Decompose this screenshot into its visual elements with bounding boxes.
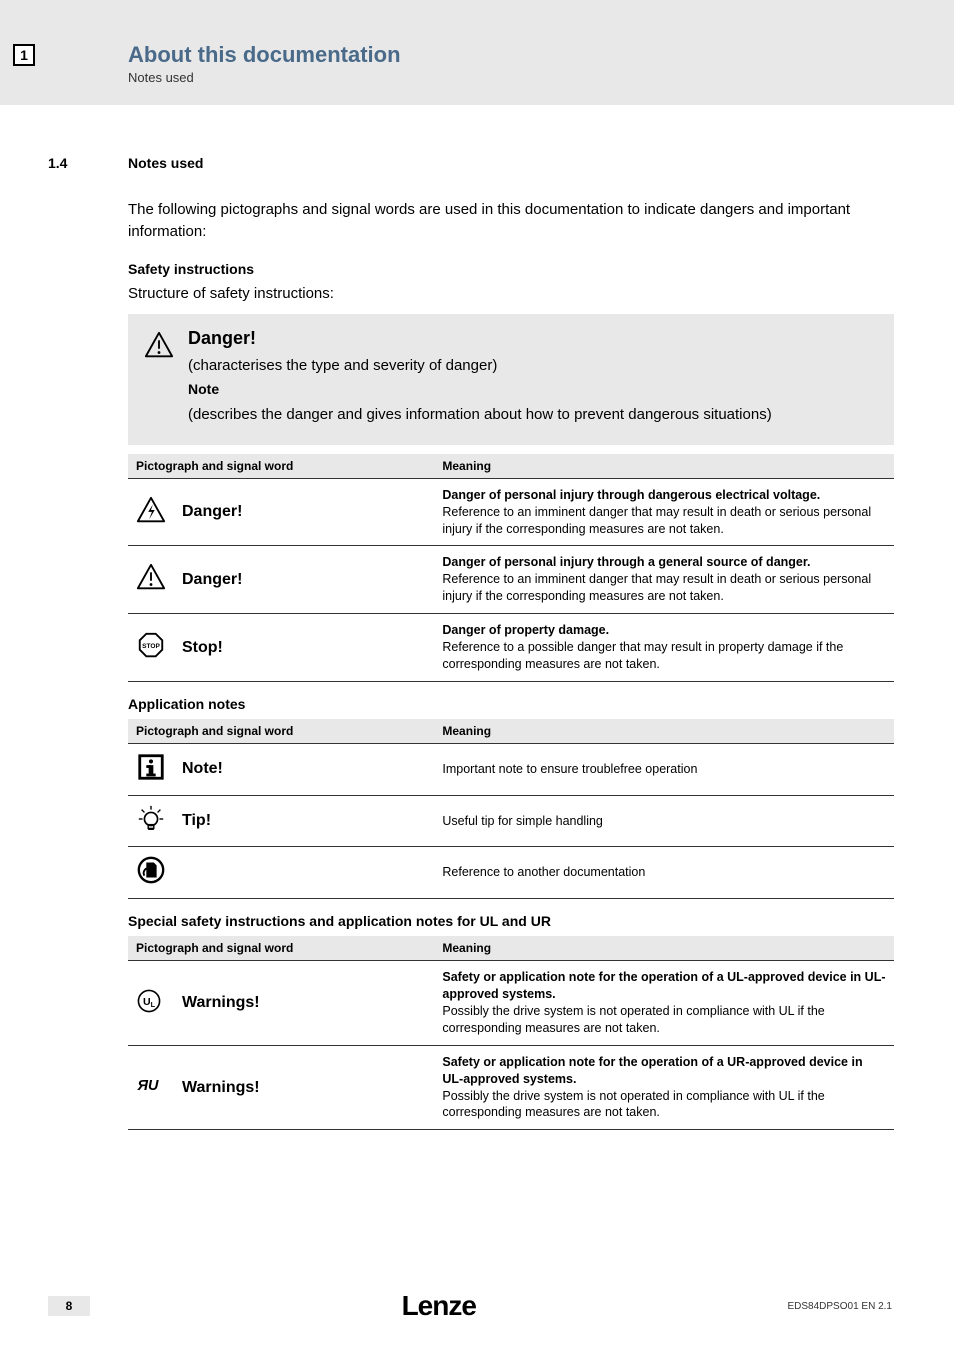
stop-icon: STOP	[136, 630, 174, 665]
meaning-text: Possibly the drive system is not operate…	[442, 1089, 824, 1120]
chapter-title: About this documentation	[128, 42, 894, 68]
meaning-text: Possibly the drive system is not operate…	[442, 1004, 824, 1035]
triangle-exclaim-icon	[144, 328, 188, 429]
header-content: About this documentation Notes used	[48, 0, 954, 105]
safety-sub: Structure of safety instructions:	[128, 283, 894, 305]
footer-doc-ref: EDS84DPSO01 EN 2.1	[787, 1301, 892, 1312]
signal-word: Danger!	[174, 501, 242, 523]
table-header: Pictograph and signal word	[128, 936, 434, 961]
danger-box-note-label: Note	[188, 380, 878, 400]
meaning-bold: Danger of personal injury through danger…	[442, 488, 820, 502]
ul-heading: Special safety instructions and applicat…	[128, 913, 894, 929]
signal-word: Warnings!	[174, 1077, 260, 1099]
table-header: Meaning	[434, 718, 894, 743]
footer-logo: Lenze	[402, 1290, 476, 1322]
meaning-text: Reference to another documentation	[434, 847, 894, 899]
table-header: Meaning	[434, 453, 894, 478]
meaning-bold: Safety or application note for the opera…	[442, 1055, 862, 1086]
table-row: UL Warnings! Safety or application note …	[128, 961, 894, 1046]
danger-structure-box: Danger! (characterises the type and seve…	[128, 314, 894, 445]
danger-box-line2: (describes the danger and gives informat…	[188, 404, 878, 425]
safety-heading: Safety instructions	[128, 261, 894, 277]
meaning-text: Reference to an imminent danger that may…	[442, 505, 871, 536]
info-box-icon	[136, 752, 174, 787]
ul-pictograph-table: Pictograph and signal word Meaning UL	[128, 935, 894, 1130]
page-header: 1 About this documentation Notes used	[0, 0, 954, 105]
table-row: Danger! Danger of personal injury throug…	[128, 478, 894, 546]
signal-word: Note!	[174, 758, 223, 780]
ur-icon: ЯU	[136, 1072, 174, 1103]
page-number: 8	[48, 1296, 90, 1316]
signal-word: Warnings!	[174, 992, 260, 1014]
table-row: Tip! Useful tip for simple handling	[128, 795, 894, 847]
section-heading: Notes used	[128, 155, 894, 171]
ul-circle-icon: UL	[136, 988, 174, 1019]
table-row: Reference to another documentation	[128, 847, 894, 899]
meaning-text: Reference to a possible danger that may …	[442, 640, 843, 671]
appnotes-pictograph-table: Pictograph and signal word Meaning	[128, 718, 894, 900]
signal-word: Danger!	[174, 569, 242, 591]
chapter-subtitle: Notes used	[128, 70, 894, 85]
page-footer: 8 Lenze EDS84DPSO01 EN 2.1	[0, 1290, 954, 1322]
section-number: 1.4	[48, 155, 128, 1144]
signal-word: Tip!	[174, 810, 211, 832]
safety-pictograph-table: Pictograph and signal word Meaning	[128, 453, 894, 682]
left-margin-stripe: 1	[0, 0, 48, 105]
meaning-text: Important note to ensure troublefree ope…	[434, 743, 894, 795]
svg-text:ЯU: ЯU	[136, 1078, 159, 1094]
table-row: STOP Stop! Danger of property damage. Re…	[128, 614, 894, 682]
table-header: Meaning	[434, 936, 894, 961]
meaning-text: Useful tip for simple handling	[434, 795, 894, 847]
triangle-exclaim-icon	[136, 562, 174, 597]
meaning-bold: Danger of property damage.	[442, 623, 609, 637]
bulb-icon	[136, 804, 174, 839]
meaning-text: Reference to an imminent danger that may…	[442, 572, 871, 603]
table-row: Note! Important note to ensure troublefr…	[128, 743, 894, 795]
table-row: ЯU Warnings! Safety or application note …	[128, 1045, 894, 1130]
meaning-bold: Danger of personal injury through a gene…	[442, 555, 810, 569]
chapter-number-box: 1	[13, 44, 35, 66]
doc-circle-icon	[136, 855, 174, 890]
danger-box-line1: (characterises the type and severity of …	[188, 355, 878, 376]
intro-paragraph: The following pictographs and signal wor…	[128, 199, 894, 243]
table-row: Danger! Danger of personal injury throug…	[128, 546, 894, 614]
table-header: Pictograph and signal word	[128, 453, 434, 478]
table-header: Pictograph and signal word	[128, 718, 434, 743]
appnotes-heading: Application notes	[128, 696, 894, 712]
svg-text:STOP: STOP	[142, 643, 160, 650]
svg-text:UL: UL	[143, 996, 156, 1009]
triangle-bolt-icon	[136, 495, 174, 530]
signal-word: Stop!	[174, 637, 223, 659]
meaning-bold: Safety or application note for the opera…	[442, 970, 885, 1001]
danger-box-title: Danger!	[188, 328, 878, 349]
